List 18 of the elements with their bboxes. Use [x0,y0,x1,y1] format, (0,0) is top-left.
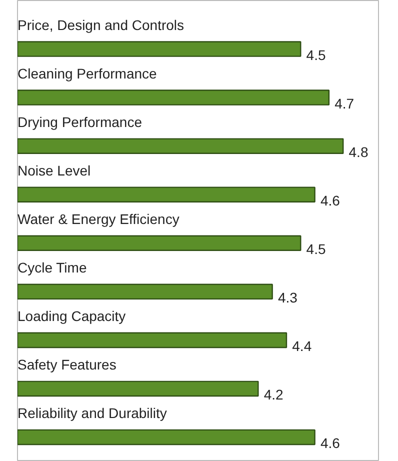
y-tick-label: Reliability and Durability [18,404,167,421]
y-tick-label: Drying Performance [18,114,142,130]
data-label: 4.5 [306,46,326,63]
y-tick-label: Price, Design and Controls [18,16,184,33]
y-tick-label: Loading Capacity [18,308,126,324]
y-tick-label: Water & Energy Efficiency [18,210,180,227]
data-label: 4.6 [320,435,340,452]
data-label: 4.8 [348,144,368,160]
y-tick-label: Cycle Time [18,259,87,276]
data-label: 4.7 [334,95,354,112]
data-label: 4.2 [264,386,284,403]
data-label: 4.5 [306,240,326,257]
y-tick-label: Cleaning Performance [18,65,158,82]
y-tick-label: Noise Level [18,162,91,178]
data-label: 4.4 [292,338,312,354]
data-label: 4.3 [278,289,298,306]
data-label: 4.6 [320,192,340,208]
y-tick-label: Safety Features [18,356,116,372]
